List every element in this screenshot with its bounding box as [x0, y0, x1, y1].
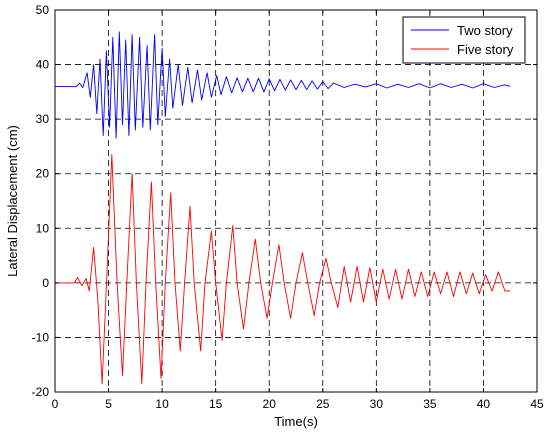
- y-tick-label: 40: [36, 58, 50, 72]
- x-tick-label: 40: [477, 397, 491, 411]
- legend-label: Two story: [457, 23, 513, 38]
- y-tick-label: 20: [36, 167, 50, 181]
- series-line-two-story: [55, 31, 511, 139]
- legend-label: Five story: [457, 42, 514, 57]
- y-tick-label: 30: [36, 112, 50, 126]
- ticks: [54, 9, 538, 393]
- plot-area: [55, 10, 537, 392]
- y-tick-label: 0: [42, 276, 49, 290]
- tick-labels: 0 5 10 15 20 25 30 35 40 45 -20 -10 0 10 20 30 40 50: [32, 3, 544, 411]
- legend-box: [402, 16, 526, 64]
- legend: Two story Five story: [402, 16, 526, 64]
- x-tick-label: 25: [316, 397, 330, 411]
- x-axis-label: Time(s): [274, 414, 318, 429]
- x-tick-label: 30: [370, 397, 384, 411]
- x-tick-label: 35: [423, 397, 437, 411]
- series-line-five-story: [55, 154, 511, 385]
- x-tick-label: 10: [155, 397, 169, 411]
- x-tick-label: 20: [263, 397, 277, 411]
- x-tick-label: 45: [530, 397, 544, 411]
- y-axis-label: Lateral Displacement (cm): [5, 125, 20, 277]
- y-tick-label: 10: [36, 221, 50, 235]
- series-layer: [55, 31, 511, 385]
- x-tick-label: 15: [209, 397, 223, 411]
- y-tick-label: -20: [32, 385, 50, 399]
- x-tick-label: 0: [52, 397, 59, 411]
- plot-frame: [54, 9, 538, 393]
- y-tick-label: 50: [36, 3, 50, 17]
- x-tick-label: 5: [105, 397, 112, 411]
- y-tick-label: -10: [32, 330, 50, 344]
